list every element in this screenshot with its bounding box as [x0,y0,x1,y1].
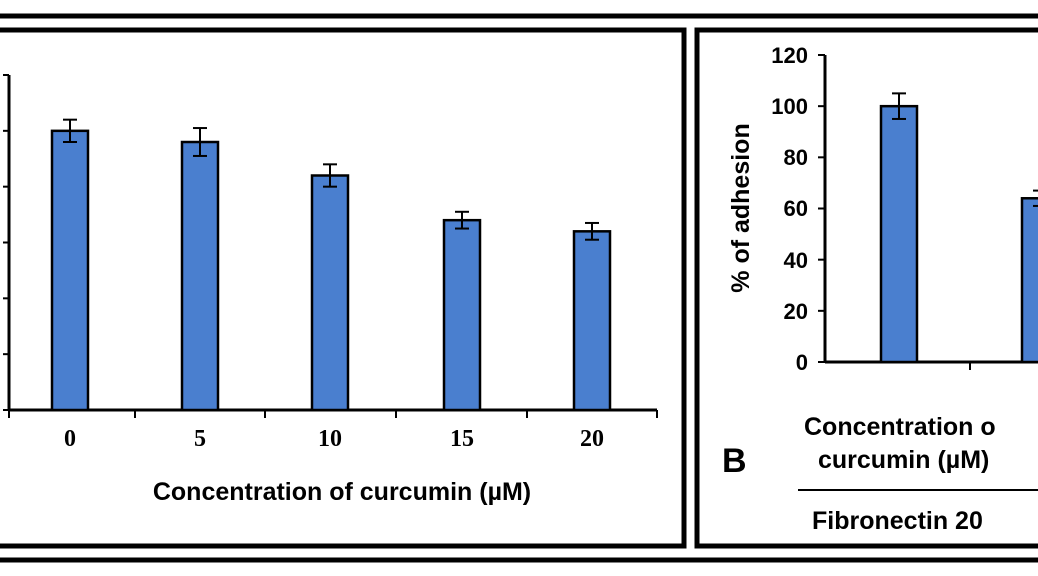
panel-b-ytick-label: 80 [784,145,808,170]
panel-b-group-label: Fibronectin 20 [812,507,983,535]
panel-a-frame [0,27,687,549]
panel-b-x-title-line2: curcumin (µM) [818,446,989,474]
panel-a-chart: 0 5 10 15 20 Concentration of curcumin (… [3,74,658,506]
panel-b-ytick-label: 120 [771,43,808,68]
panel-b-letter: B [722,442,747,480]
panel-b-ytick-label: 60 [784,196,808,221]
panel-b-y-axis-title: % of adhesion [727,123,755,292]
bar [1020,197,1038,364]
bar [310,174,350,412]
panel-a-x-axis-title: Concentration of curcumin (µM) [153,478,531,506]
panel-b-x-title-line1: Concentration o [804,413,996,441]
panel-a-xtick-label: 20 [580,426,604,452]
panel-a-xtick-label: 15 [450,426,474,452]
bar [50,129,90,412]
panel-b-ytick-label: 100 [771,94,808,119]
panel-a-xtick-label: 0 [64,426,76,452]
bar [442,218,482,412]
bar [180,140,220,412]
panel-b-ytick-label: 0 [796,350,808,375]
bar [572,230,612,412]
panel-a-xtick-label: 5 [194,426,206,452]
panel-b-frame [694,27,1038,549]
panel-b-ytick-label: 40 [784,248,808,273]
panel-a-xtick-label: 10 [318,426,342,452]
panel-b-chart: 0 20 40 60 80 100 120 % of adhesion B Co… [722,43,1038,535]
panel-b-ytick-label: 20 [784,299,808,324]
bar [879,104,919,364]
